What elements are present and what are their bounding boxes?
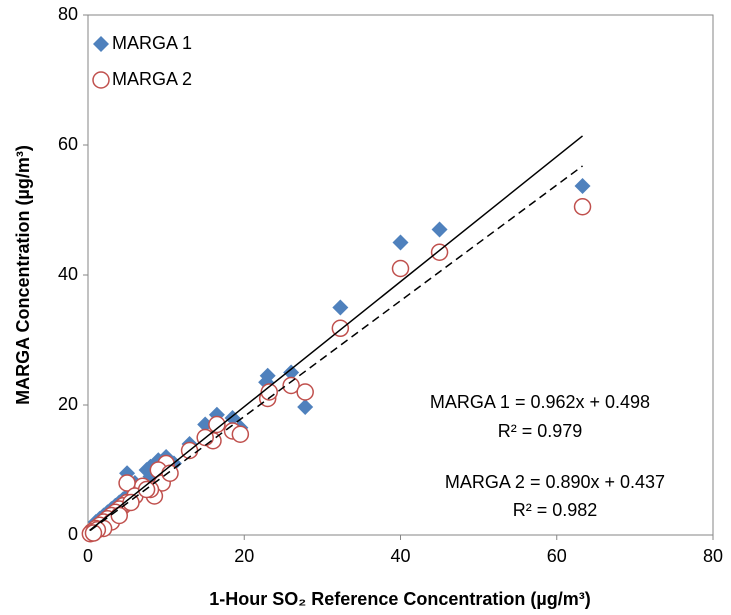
- x-tick-label: 60: [547, 546, 567, 566]
- x-axis-label: 1-Hour SO₂ Reference Concentration (µg/m…: [209, 589, 590, 609]
- y-tick-label: 60: [58, 134, 78, 154]
- annotation: R² = 0.979: [498, 421, 583, 441]
- point: [332, 299, 349, 316]
- trendline: [89, 135, 583, 532]
- annotation: MARGA 1 = 0.962x + 0.498: [430, 392, 650, 412]
- y-tick-label: 80: [58, 4, 78, 24]
- point: [297, 398, 314, 415]
- point: [84, 524, 103, 542]
- point: [574, 177, 591, 194]
- point: [283, 364, 300, 381]
- point: [260, 383, 278, 401]
- point: [122, 493, 140, 512]
- point: [110, 506, 128, 525]
- x-tick-label: 80: [703, 546, 723, 566]
- x-tick-label: 20: [234, 546, 254, 566]
- point: [231, 425, 250, 443]
- point: [392, 234, 409, 251]
- point: [282, 376, 300, 395]
- y-axis-label: MARGA Concentration (µg/m³): [13, 145, 33, 405]
- x-tick-label: 0: [83, 546, 93, 566]
- y-tick-label: 0: [68, 524, 78, 544]
- legend-marker: [93, 36, 109, 52]
- point: [431, 221, 448, 238]
- annotation: MARGA 2 = 0.890x + 0.437: [445, 472, 665, 492]
- point: [118, 474, 136, 492]
- legend-label: MARGA 2: [112, 69, 192, 89]
- point: [573, 198, 592, 216]
- point: [391, 259, 410, 278]
- annotation: R² = 0.982: [513, 500, 598, 520]
- x-tick-label: 40: [390, 546, 410, 566]
- point: [296, 383, 314, 401]
- point: [430, 243, 449, 261]
- y-tick-label: 40: [58, 264, 78, 284]
- legend-label: MARGA 1: [112, 33, 192, 53]
- trendline: [89, 165, 583, 532]
- point: [208, 415, 226, 434]
- y-tick-label: 20: [58, 394, 78, 414]
- legend-marker: [92, 71, 110, 89]
